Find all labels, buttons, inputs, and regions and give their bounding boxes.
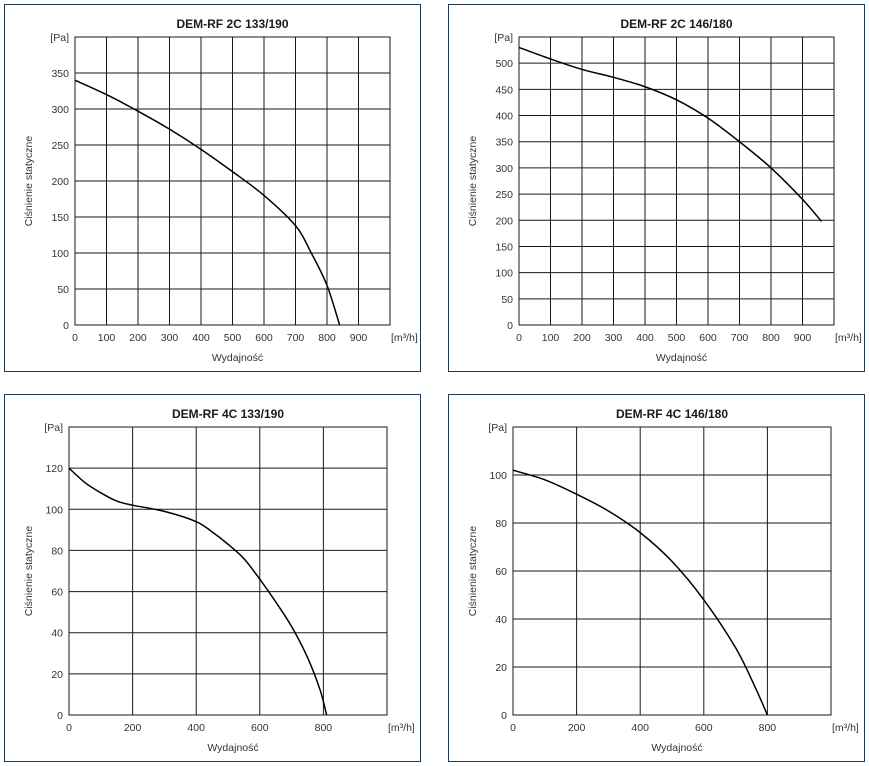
x-tick-label: 200 <box>129 332 147 344</box>
y-tick-label: 250 <box>495 189 513 201</box>
y-tick-label: 80 <box>51 545 63 557</box>
y-tick-label: 60 <box>495 566 507 578</box>
x-tick-label: 200 <box>573 332 591 344</box>
y-tick-label: 350 <box>51 68 69 80</box>
y-tick-label: 200 <box>495 215 513 227</box>
chart-title: DEM-RF 2C 133/190 <box>176 17 288 31</box>
y-tick-label: 50 <box>57 284 69 296</box>
x-tick-label: 600 <box>699 332 717 344</box>
y-tick-label: 40 <box>51 628 63 640</box>
x-tick-label: 900 <box>350 332 368 344</box>
x-tick-label: 700 <box>287 332 305 344</box>
y-tick-label: 20 <box>51 669 63 681</box>
y-unit-label: [Pa] <box>44 422 63 434</box>
x-tick-label: 500 <box>668 332 686 344</box>
x-tick-label: 900 <box>794 332 812 344</box>
x-unit-label: [m³/h] <box>391 332 418 344</box>
x-tick-label: 100 <box>542 332 560 344</box>
y-tick-label: 100 <box>489 470 507 482</box>
x-tick-label: 800 <box>315 722 333 734</box>
y-tick-label: 150 <box>495 241 513 253</box>
x-tick-label: 0 <box>510 722 516 734</box>
x-tick-label: 200 <box>568 722 586 734</box>
x-tick-label: 0 <box>516 332 522 344</box>
y-tick-label: 500 <box>495 58 513 70</box>
y-tick-label: 0 <box>501 710 507 722</box>
chart-panel-2: DEM-RF 2C 146/180 0 100 200 300 400 500 600 700 8… <box>448 4 865 372</box>
y-tick-label: 120 <box>45 463 63 475</box>
x-unit-label: [m³/h] <box>832 722 859 734</box>
y-tick-label: 200 <box>51 176 69 188</box>
x-tick-label: 100 <box>98 332 116 344</box>
x-tick-label: 800 <box>759 722 777 734</box>
y-tick-label: 100 <box>495 268 513 280</box>
y-tick-label: 50 <box>501 294 513 306</box>
plot-frame <box>74 36 391 326</box>
chart-panel-4: DEM-RF 4C 146/180 0 200 400 600 800 [m³/h] 0 20 4… <box>448 394 865 762</box>
fan-curve-series <box>518 46 822 222</box>
x-tick-label: 300 <box>161 332 179 344</box>
y-tick-label: 0 <box>57 710 63 722</box>
chart-panel-3: DEM-RF 4C 133/190 0 200 400 600 800 [m³/h] 0 20 4… <box>4 394 421 762</box>
y-tick-label: 350 <box>495 137 513 149</box>
y-unit-label: [Pa] <box>50 32 69 44</box>
x-tick-label: 0 <box>66 722 72 734</box>
x-tick-label: 600 <box>695 722 713 734</box>
x-tick-label: 800 <box>762 332 780 344</box>
y-axis-label: Ciśnienie statyczne <box>23 136 35 227</box>
plot-frame <box>518 36 835 326</box>
x-tick-label: 600 <box>251 722 269 734</box>
x-tick-label: 400 <box>187 722 205 734</box>
plot-frame <box>512 426 832 716</box>
chart-title: DEM-RF 4C 133/190 <box>172 407 284 421</box>
y-tick-label: 100 <box>51 248 69 260</box>
x-tick-label: 800 <box>318 332 336 344</box>
fan-curve-series <box>512 469 769 716</box>
x-tick-label: 400 <box>636 332 654 344</box>
x-tick-label: 300 <box>605 332 623 344</box>
x-unit-label: [m³/h] <box>388 722 415 734</box>
y-tick-label: 40 <box>495 614 507 626</box>
x-axis-label: Wydajność <box>207 742 258 754</box>
y-axis-label: Ciśnienie statyczne <box>467 526 479 617</box>
y-axis-label: Ciśnienie statyczne <box>23 526 35 617</box>
fan-curve-series <box>74 79 341 326</box>
y-unit-label: [Pa] <box>488 422 507 434</box>
y-tick-label: 250 <box>51 140 69 152</box>
y-tick-label: 0 <box>507 320 513 332</box>
chart-panel-1: DEM-RF 2C 133/190 0 100 200 300 400 500 600 700 8… <box>4 4 421 372</box>
x-axis-label: Wydajność <box>656 352 707 364</box>
x-tick-label: 600 <box>255 332 273 344</box>
y-tick-label: 450 <box>495 84 513 96</box>
x-axis-label: Wydajność <box>212 352 263 364</box>
plot-frame <box>68 426 388 716</box>
fan-curve-series <box>68 467 328 716</box>
chart-svg: DEM-RF 4C 146/180 0 200 400 600 800 [m³/h] 0 20 4… <box>467 407 859 754</box>
x-tick-label: 500 <box>224 332 242 344</box>
y-tick-label: 80 <box>495 518 507 530</box>
x-tick-label: 200 <box>124 722 142 734</box>
chart-svg: DEM-RF 4C 133/190 0 200 400 600 800 [m³/h] 0 20 4… <box>23 407 415 754</box>
chart-title: DEM-RF 4C 146/180 <box>616 407 728 421</box>
y-tick-label: 300 <box>51 104 69 116</box>
chart-title: DEM-RF 2C 146/180 <box>620 17 732 31</box>
y-axis-label: Ciśnienie statyczne <box>467 136 479 227</box>
x-tick-label: 400 <box>631 722 649 734</box>
x-tick-label: 0 <box>72 332 78 344</box>
y-tick-label: 20 <box>495 662 507 674</box>
y-tick-label: 0 <box>63 320 69 332</box>
y-unit-label: [Pa] <box>494 32 513 44</box>
x-unit-label: [m³/h] <box>835 332 862 344</box>
y-tick-label: 60 <box>51 587 63 599</box>
y-tick-label: 150 <box>51 212 69 224</box>
y-tick-label: 400 <box>495 111 513 123</box>
y-tick-label: 100 <box>45 504 63 516</box>
x-tick-label: 700 <box>731 332 749 344</box>
x-tick-label: 400 <box>192 332 210 344</box>
x-axis-label: Wydajność <box>651 742 702 754</box>
y-tick-label: 300 <box>495 163 513 175</box>
